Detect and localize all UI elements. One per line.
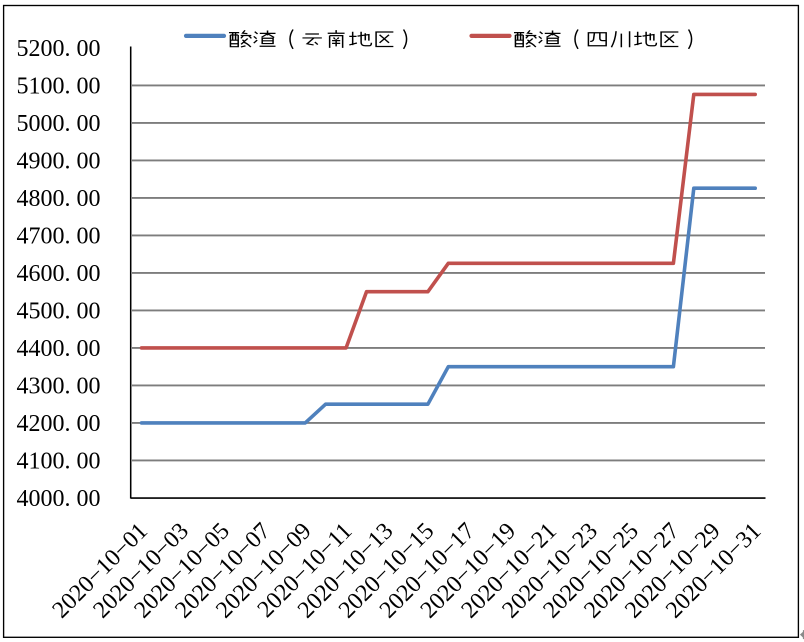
svg-text:4500. 00: 4500. 00 [17, 299, 101, 325]
svg-text:4200. 00: 4200. 00 [17, 411, 101, 437]
svg-text:5200. 00: 5200. 00 [17, 36, 101, 62]
svg-text:4300. 00: 4300. 00 [17, 374, 101, 400]
svg-text:4100. 00: 4100. 00 [17, 449, 101, 475]
svg-text:5100. 00: 5100. 00 [17, 74, 101, 100]
svg-text:4700. 00: 4700. 00 [17, 224, 101, 250]
svg-text:4800. 00: 4800. 00 [17, 186, 101, 212]
svg-text:4600. 00: 4600. 00 [17, 261, 101, 287]
svg-text:4900. 00: 4900. 00 [17, 149, 101, 175]
svg-text:4000. 00: 4000. 00 [17, 486, 101, 512]
svg-text:5000. 00: 5000. 00 [17, 111, 101, 137]
svg-text:4400. 00: 4400. 00 [17, 336, 101, 362]
